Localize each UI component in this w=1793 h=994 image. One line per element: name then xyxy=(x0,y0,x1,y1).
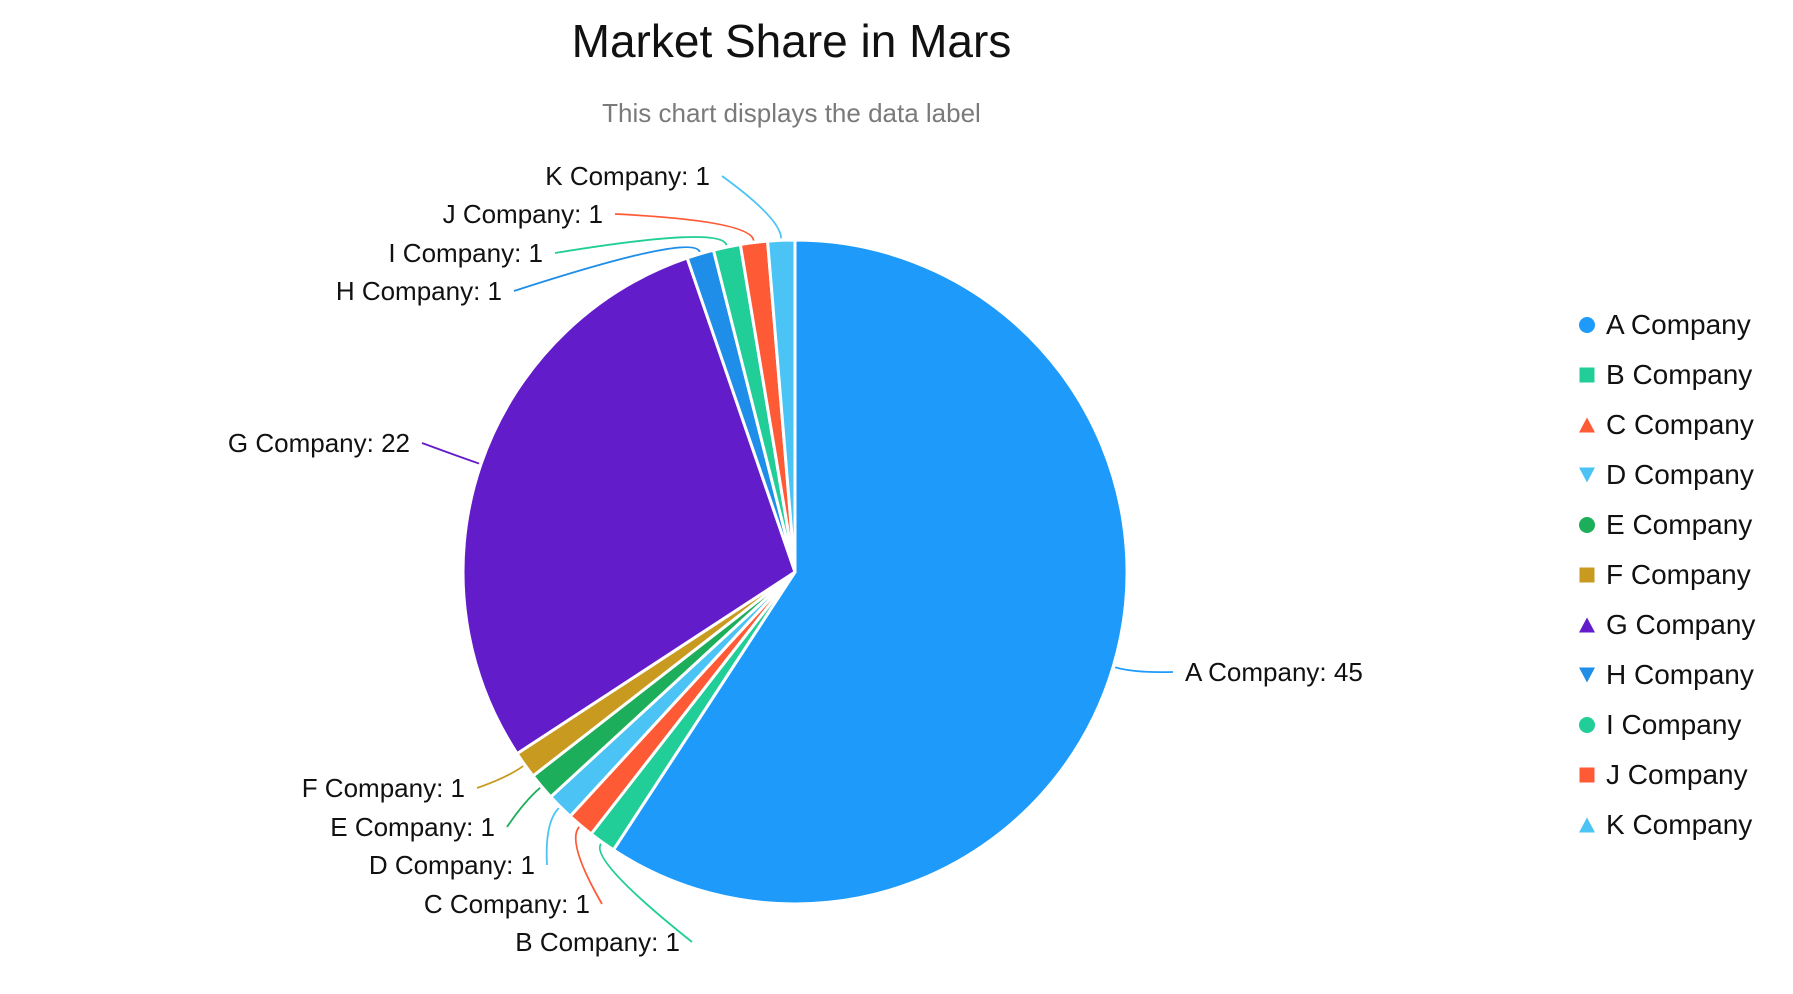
leader-line-i xyxy=(554,236,728,254)
data-label-b: B Company: 1 xyxy=(515,927,680,957)
data-label-h: H Company: 1 xyxy=(336,276,502,306)
legend-label: G Company xyxy=(1606,609,1756,640)
legend-label: I Company xyxy=(1606,709,1742,740)
legend-label: H Company xyxy=(1606,659,1754,690)
legend-item-a[interactable]: A Company xyxy=(1578,300,1755,350)
data-label-f: F Company: 1 xyxy=(302,773,465,803)
legend-label: A Company xyxy=(1606,309,1751,340)
triangle-down-marker-icon xyxy=(1578,666,1596,684)
circle-marker-icon xyxy=(1578,316,1596,334)
legend-item-d[interactable]: D Company xyxy=(1578,450,1755,500)
legend-label: E Company xyxy=(1606,509,1753,540)
leader-line-e xyxy=(506,787,541,828)
triangle-down-marker-icon xyxy=(1578,466,1596,484)
legend-label: B Company xyxy=(1606,359,1753,390)
pie-slice-k[interactable] xyxy=(766,238,797,574)
chart-title: Market Share in Mars xyxy=(571,15,1012,67)
chart-subtitle: This chart displays the data label xyxy=(602,98,981,128)
legend-item-k[interactable]: K Company xyxy=(1578,800,1755,850)
leader-line-d xyxy=(545,807,560,866)
data-label-a: A Company: 45 xyxy=(1185,657,1363,687)
data-label-e: E Company: 1 xyxy=(330,812,495,842)
data-label-j: J Company: 1 xyxy=(443,199,603,229)
square-marker-icon xyxy=(1578,366,1596,384)
pie-slice-g[interactable] xyxy=(461,256,797,756)
legend-item-c[interactable]: C Company xyxy=(1578,400,1755,450)
data-label-g: G Company: 22 xyxy=(228,428,410,458)
legend-item-b[interactable]: B Company xyxy=(1578,350,1755,400)
leader-line-g xyxy=(421,442,480,465)
leader-line-c xyxy=(574,826,603,905)
triangle-up-marker-icon xyxy=(1578,816,1596,834)
triangle-up-marker-icon xyxy=(1578,616,1596,634)
legend-item-j[interactable]: J Company xyxy=(1578,750,1755,800)
leader-line-k xyxy=(721,175,783,239)
circle-marker-icon xyxy=(1578,716,1596,734)
legend-item-f[interactable]: F Company xyxy=(1578,550,1755,600)
legend-item-i[interactable]: I Company xyxy=(1578,700,1755,750)
legend-label: C Company xyxy=(1606,409,1754,440)
legend-item-e[interactable]: E Company xyxy=(1578,500,1755,550)
legend-label: F Company xyxy=(1606,559,1751,590)
square-marker-icon xyxy=(1578,766,1596,784)
leader-line-h xyxy=(513,246,701,292)
leader-line-b xyxy=(598,843,693,943)
data-labels: A Company: 45 B Company: 1 C Company: 1 D C… xyxy=(228,161,1363,957)
legend-item-g[interactable]: G Company xyxy=(1578,600,1755,650)
pie-slices xyxy=(461,238,1129,906)
legend-label: D Company xyxy=(1606,459,1754,490)
pie-slice-a[interactable] xyxy=(611,238,1129,906)
data-label-i: I Company: 1 xyxy=(388,238,543,268)
leader-line-a xyxy=(1114,666,1174,674)
leader-line-j xyxy=(614,213,755,241)
data-label-c: C Company: 1 xyxy=(424,889,590,919)
label-leader-lines xyxy=(421,175,1174,943)
data-label-k: K Company: 1 xyxy=(545,161,710,191)
legend-label: K Company xyxy=(1606,809,1753,840)
legend-item-h[interactable]: H Company xyxy=(1578,650,1755,700)
data-label-d: D Company: 1 xyxy=(369,850,535,880)
triangle-up-marker-icon xyxy=(1578,416,1596,434)
leader-line-f xyxy=(476,765,524,789)
legend: A Company B Company C Company D Company E Co… xyxy=(1578,300,1755,850)
legend-label: J Company xyxy=(1606,759,1748,790)
circle-marker-icon xyxy=(1578,516,1596,534)
square-marker-icon xyxy=(1578,566,1596,584)
